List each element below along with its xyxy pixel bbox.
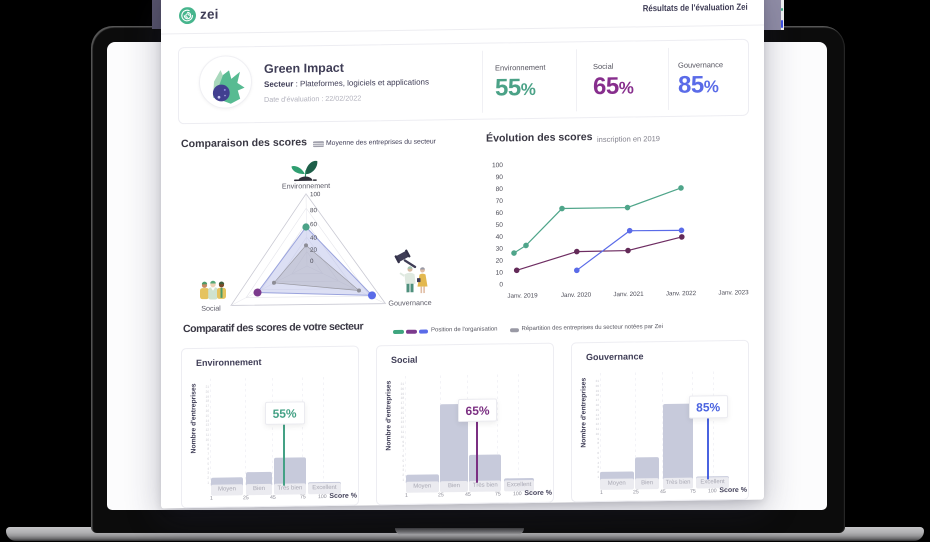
svg-text:Environnement: Environnement [282,181,330,191]
svg-text:0: 0 [499,281,503,288]
svg-text:20: 20 [310,247,317,254]
svg-text:20: 20 [496,258,504,265]
svg-text:Janv. 2023: Janv. 2023 [718,289,749,296]
svg-text:Gouvernance: Gouvernance [388,298,431,308]
svg-text:80: 80 [310,207,317,214]
svg-text:10: 10 [496,270,504,277]
svg-text:Janv. 2020: Janv. 2020 [561,292,592,299]
svg-text:50: 50 [496,222,504,229]
svg-text:Social: Social [201,304,221,313]
svg-text:80: 80 [496,186,504,193]
svg-text:70: 70 [496,198,504,205]
svg-text:100: 100 [492,162,503,169]
svg-text:Janv. 2019: Janv. 2019 [507,292,538,299]
svg-text:Janv. 2021: Janv. 2021 [613,291,644,298]
svg-text:60: 60 [310,221,317,228]
svg-text:90: 90 [496,174,504,181]
svg-text:Janv. 2022: Janv. 2022 [666,290,697,297]
svg-text:40: 40 [310,235,317,242]
svg-text:30: 30 [496,246,504,253]
svg-text:0: 0 [310,258,314,265]
svg-text:60: 60 [496,210,504,217]
svg-text:40: 40 [496,234,504,241]
svg-text:100: 100 [310,191,321,198]
